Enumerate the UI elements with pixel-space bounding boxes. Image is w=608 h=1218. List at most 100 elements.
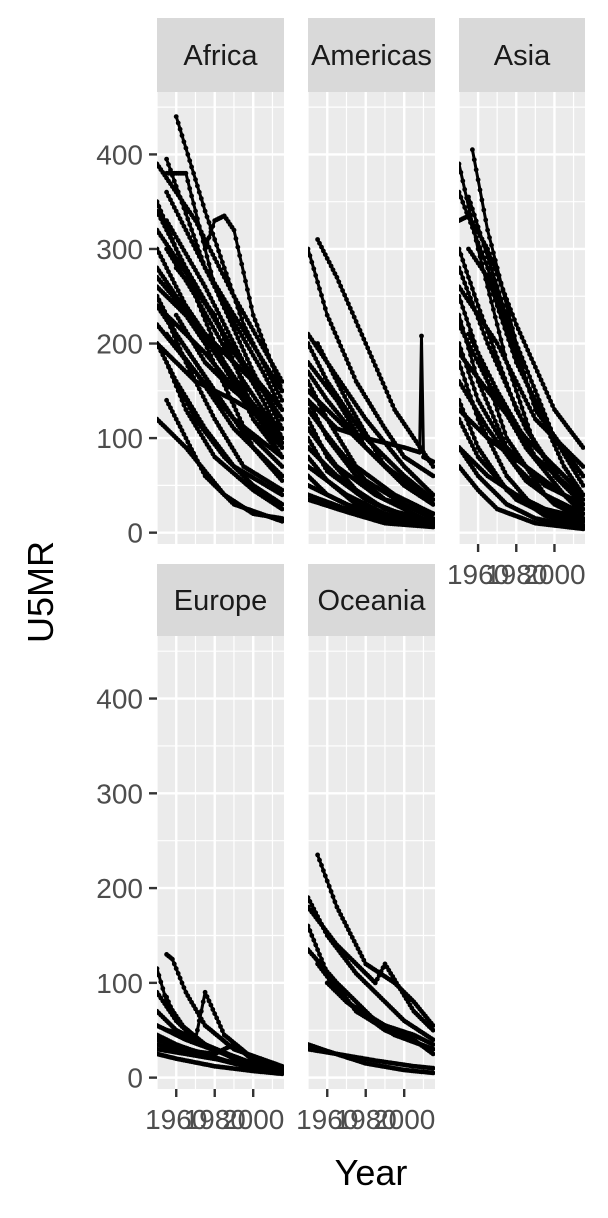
data-point xyxy=(508,392,513,397)
data-point xyxy=(466,194,471,200)
data-point xyxy=(208,331,214,337)
data-point xyxy=(170,201,175,207)
data-point xyxy=(491,353,496,359)
data-point xyxy=(533,364,538,370)
data-point xyxy=(466,369,471,375)
data-point xyxy=(462,205,468,210)
data-point xyxy=(546,394,552,400)
data-point xyxy=(483,248,489,254)
data-point xyxy=(468,352,473,358)
data-point xyxy=(195,382,200,388)
data-point xyxy=(342,394,347,399)
data-point xyxy=(208,248,214,254)
data-point xyxy=(536,397,542,403)
data-point xyxy=(262,401,268,407)
data-point xyxy=(196,189,202,195)
data-point xyxy=(521,422,527,427)
data-point xyxy=(508,327,513,333)
data-point xyxy=(181,431,187,437)
data-point xyxy=(239,316,245,322)
data-point xyxy=(229,399,235,405)
data-point xyxy=(496,290,502,296)
data-point xyxy=(279,388,284,394)
data-point xyxy=(477,308,483,314)
data-point xyxy=(473,356,479,362)
data-point xyxy=(492,350,498,355)
data-point xyxy=(225,345,231,351)
data-point xyxy=(206,292,212,297)
data-point xyxy=(430,459,435,465)
data-point xyxy=(321,248,326,254)
data-point xyxy=(175,212,181,218)
data-point xyxy=(317,363,322,369)
data-point xyxy=(479,358,485,363)
data-point xyxy=(204,322,210,327)
data-point xyxy=(158,254,164,259)
data-point xyxy=(308,253,313,258)
data-point xyxy=(473,392,479,397)
data-point xyxy=(521,360,527,365)
data-point xyxy=(527,352,532,357)
data-point xyxy=(245,287,250,292)
data-point xyxy=(179,397,185,403)
data-point xyxy=(340,288,345,293)
data-point xyxy=(336,339,342,344)
data-point xyxy=(189,193,195,199)
data-point xyxy=(498,281,504,287)
data-point xyxy=(189,164,195,170)
data-point xyxy=(279,397,284,403)
data-point xyxy=(468,335,473,341)
data-point xyxy=(252,317,258,323)
data-point xyxy=(266,380,271,386)
data-point xyxy=(237,310,243,316)
data-point xyxy=(168,273,173,278)
data-point xyxy=(200,202,206,208)
data-point xyxy=(492,418,498,424)
data-point xyxy=(266,409,271,414)
data-point xyxy=(177,254,183,259)
data-point xyxy=(233,236,239,242)
data-point xyxy=(494,322,500,327)
data-point xyxy=(193,246,198,252)
data-point xyxy=(198,231,204,237)
data-point xyxy=(229,288,235,293)
data-point xyxy=(342,352,347,358)
data-point xyxy=(196,386,202,392)
data-point xyxy=(198,466,204,471)
data-point xyxy=(185,152,191,157)
data-point xyxy=(519,390,525,396)
data-point xyxy=(168,324,173,330)
data-point xyxy=(171,413,177,418)
data-point xyxy=(496,458,502,464)
data-point xyxy=(248,441,254,446)
facet-strip-europe xyxy=(157,564,284,636)
data-point xyxy=(471,292,477,297)
facet-panel-africa: Africa xyxy=(156,18,284,544)
data-point xyxy=(170,276,175,282)
data-point xyxy=(324,256,330,261)
data-point xyxy=(464,339,469,344)
data-point xyxy=(494,362,500,368)
data-point xyxy=(175,250,181,256)
data-point xyxy=(330,267,336,273)
data-point xyxy=(268,358,273,363)
data-point xyxy=(202,341,208,346)
data-point xyxy=(485,341,490,346)
data-point xyxy=(173,379,179,384)
data-point xyxy=(175,382,181,388)
data-point xyxy=(193,208,198,214)
data-point xyxy=(487,271,492,276)
data-point xyxy=(580,526,585,532)
data-point xyxy=(227,333,233,339)
data-point xyxy=(248,304,254,310)
data-point xyxy=(173,208,179,214)
data-point xyxy=(191,170,197,176)
data-point xyxy=(347,305,353,311)
data-point xyxy=(171,178,177,184)
data-point xyxy=(531,413,536,418)
y-axis-title: U5MR xyxy=(20,541,61,643)
data-point xyxy=(517,358,523,363)
data-point xyxy=(270,388,275,394)
data-point xyxy=(527,405,532,411)
data-point xyxy=(519,405,525,411)
